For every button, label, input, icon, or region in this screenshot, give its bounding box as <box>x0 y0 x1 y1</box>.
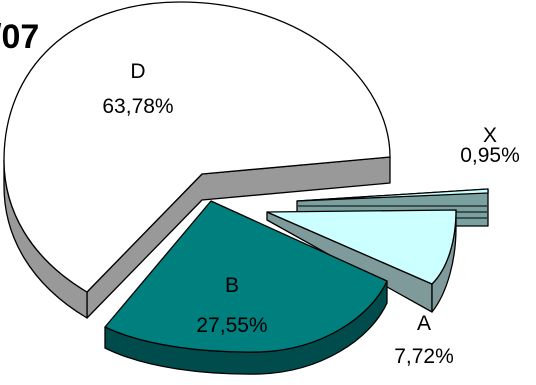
slice-b-top <box>104 200 388 353</box>
slice-value-b: 27,55% <box>196 314 267 337</box>
slice-a <box>266 209 457 313</box>
slice-value-x: 0,95% <box>460 144 520 167</box>
slice-b <box>104 200 388 375</box>
slice-value-d: 63,78% <box>102 95 173 118</box>
slice-d <box>3 1 391 319</box>
slice-name-a: A <box>417 312 431 335</box>
slice-a-top <box>266 209 457 285</box>
slice-value-a: 7,72% <box>394 345 454 368</box>
slice-name-b: B <box>225 274 239 297</box>
slice-name-d: D <box>130 60 145 83</box>
slice-d-top <box>3 1 391 293</box>
slice-name-x: X <box>483 124 497 147</box>
chart-title: /07 <box>0 18 39 56</box>
slice-x-top <box>296 188 489 202</box>
